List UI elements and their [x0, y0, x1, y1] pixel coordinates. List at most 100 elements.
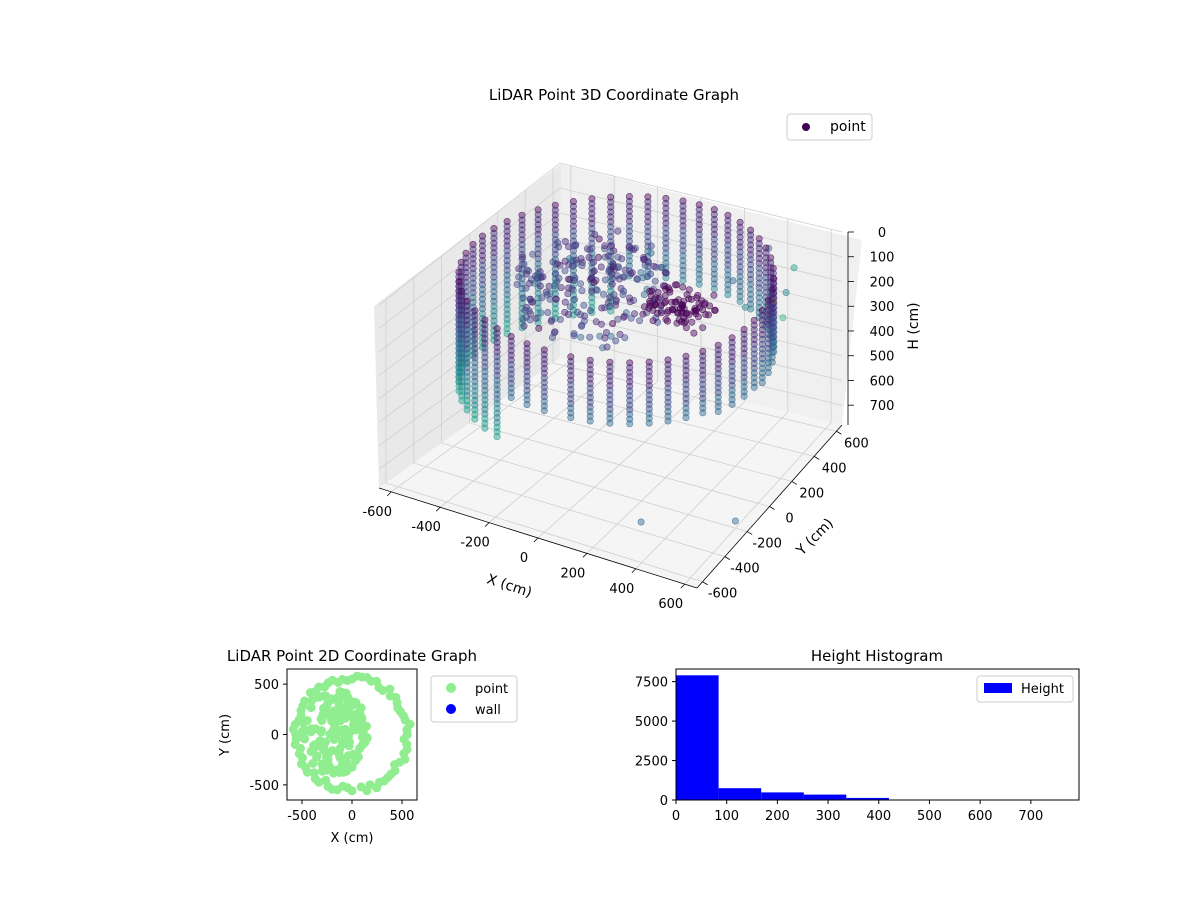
- point-3d: [503, 286, 511, 294]
- point-3d: [607, 198, 615, 206]
- point-3d: [662, 259, 670, 267]
- legend-2d-point-label: point: [475, 682, 508, 697]
- point-3d: [463, 302, 471, 310]
- grid-line-z: [378, 287, 843, 423]
- point-3d: [568, 262, 576, 270]
- point-3d: [522, 284, 530, 292]
- point-3d: [534, 250, 542, 258]
- point-3d: [728, 381, 736, 389]
- point-3d: [569, 217, 577, 225]
- point-3d: [627, 314, 635, 322]
- point-3d: [646, 302, 654, 310]
- point-3d: [569, 198, 577, 206]
- point-3d: [534, 309, 542, 317]
- grid-line-x: [439, 176, 615, 508]
- point-3d: [750, 369, 758, 377]
- axes-3d: -600-400-2000200400600-600-400-200020040…: [362, 226, 894, 612]
- point-3d: [747, 251, 755, 259]
- grid-line-z: [378, 312, 843, 447]
- y-tick-label-3d: 600: [844, 436, 869, 451]
- point-3d: [764, 359, 772, 367]
- point-3d: [662, 199, 670, 207]
- point-3d: [679, 252, 687, 260]
- chart-3d-title: LiDAR Point 3D Coordinate Graph: [489, 86, 739, 104]
- y-tick-label-histogram: 7500: [635, 676, 668, 691]
- point-3d: [625, 232, 633, 240]
- point-3d: [490, 239, 498, 247]
- point-3d: [662, 229, 670, 237]
- point-3d: [662, 204, 670, 212]
- point-3d: [478, 247, 486, 255]
- x-tick-label-3d: -400: [411, 520, 441, 535]
- point-3d: [782, 288, 790, 296]
- point-3d: [481, 349, 489, 357]
- point-3d: [570, 295, 578, 303]
- point-3d: [711, 306, 719, 314]
- point-3d: [750, 331, 758, 339]
- point-3d: [608, 280, 616, 288]
- z-tick-label-3d: 100: [870, 251, 895, 266]
- point-3d: [755, 284, 763, 292]
- point-2d: [320, 745, 329, 755]
- point-3d: [478, 261, 486, 269]
- point-2d: [323, 758, 333, 768]
- point-3d: [569, 227, 577, 235]
- point-3d: [747, 265, 755, 273]
- point-3d: [768, 290, 776, 298]
- point-3d: [764, 301, 772, 309]
- point-3d: [490, 293, 498, 301]
- point-3d: [736, 233, 744, 241]
- point-3d: [614, 253, 622, 261]
- x-tick-label-histogram: 200: [765, 809, 790, 824]
- plot-frame-histogram: [675, 668, 1080, 801]
- point-3d: [671, 298, 679, 306]
- point-3d: [534, 206, 542, 214]
- point-3d: [539, 273, 547, 281]
- y-tick-label-histogram: 2500: [635, 755, 668, 770]
- y-axis-label-2d: Y (cm): [218, 714, 233, 757]
- point-3d: [764, 335, 772, 343]
- point-3d: [478, 242, 486, 250]
- point-3d: [625, 252, 633, 260]
- point-3d: [471, 335, 479, 343]
- point-3d: [662, 297, 670, 305]
- grid-line-x: [635, 218, 789, 570]
- point-3d: [729, 277, 737, 285]
- point-3d: [565, 243, 573, 251]
- point-3d: [625, 294, 633, 302]
- point-3d: [637, 268, 645, 276]
- legend-3d-label: point: [830, 119, 866, 135]
- point-3d: [758, 379, 766, 387]
- point-3d: [469, 265, 477, 273]
- point-2d: [343, 693, 353, 703]
- point-3d: [616, 330, 624, 338]
- point-3d: [758, 355, 766, 363]
- point-3d: [710, 206, 718, 214]
- point-3d: [736, 263, 744, 271]
- point-3d: [740, 349, 748, 357]
- point-3d: [678, 318, 686, 326]
- point-3d: [764, 354, 772, 362]
- point-3d: [561, 298, 569, 306]
- histogram-bars: [676, 675, 1060, 800]
- point-3d: [640, 303, 648, 311]
- point-3d: [589, 258, 597, 266]
- point-3d: [462, 249, 470, 257]
- point-3d: [679, 301, 687, 309]
- point-3d: [679, 212, 687, 220]
- point-3d: [469, 279, 477, 287]
- point-3d: [478, 285, 486, 293]
- x-tick-label-histogram: 300: [816, 809, 841, 824]
- point-3d: [699, 380, 707, 388]
- point-3d: [534, 216, 542, 224]
- point-3d: [724, 216, 732, 224]
- z-tick-label-3d: 300: [870, 300, 895, 315]
- point-2d: [302, 767, 312, 777]
- grid-line-x: [390, 165, 572, 493]
- point-3d: [758, 364, 766, 372]
- point-3d: [609, 320, 617, 328]
- point-3d: [555, 243, 563, 251]
- point-3d: [750, 321, 758, 329]
- point-3d: [747, 246, 755, 254]
- point-3d: [639, 310, 647, 318]
